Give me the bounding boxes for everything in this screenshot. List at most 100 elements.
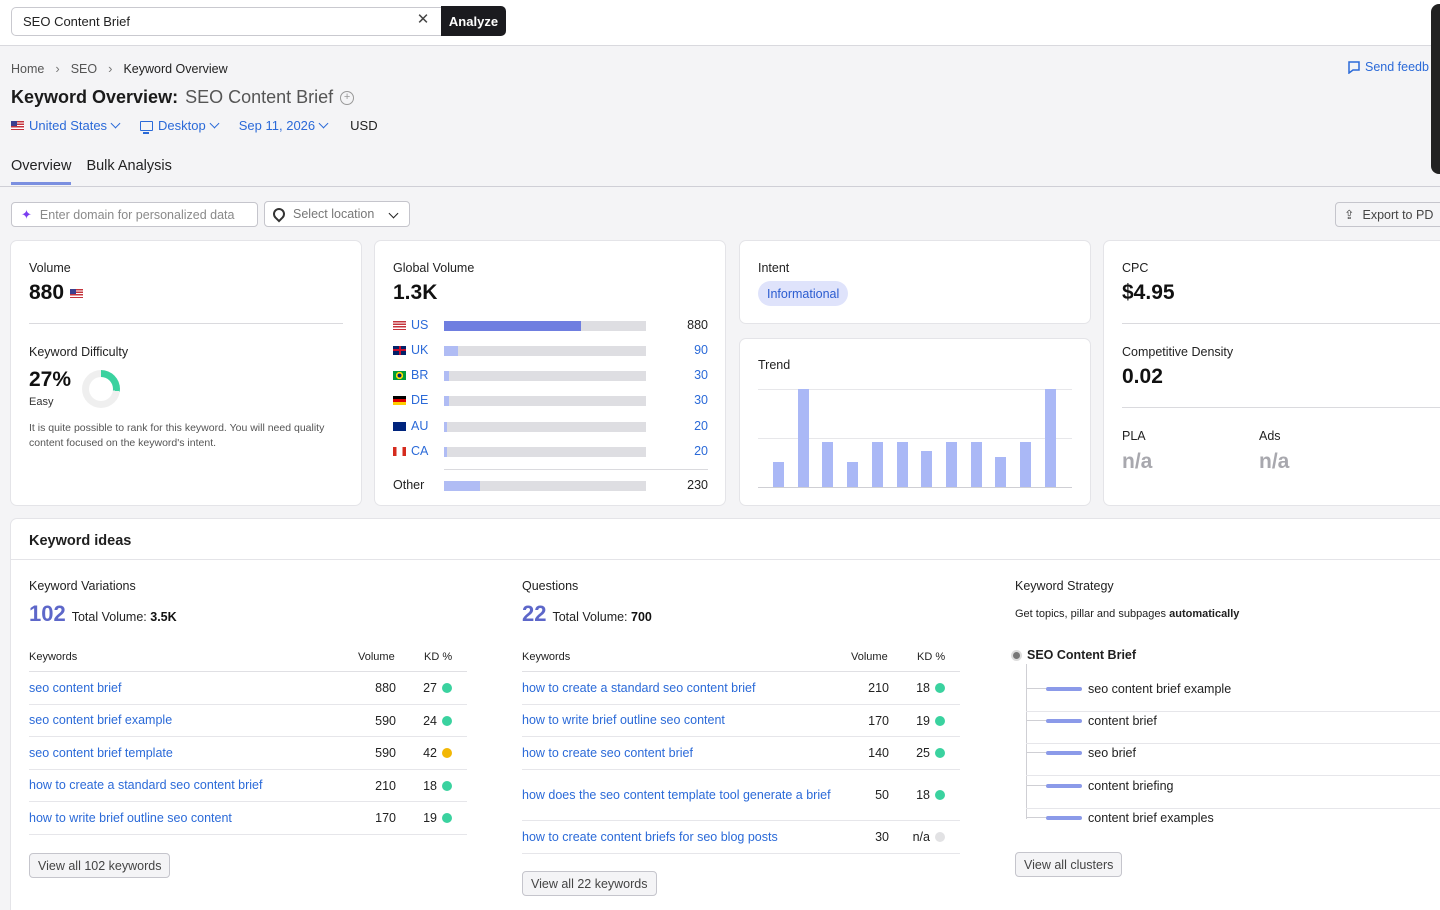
keyword-link[interactable]: how to create content briefs for seo blo… (522, 829, 778, 844)
add-to-list-icon[interactable]: + (340, 90, 355, 105)
table-row: how does the seo content template tool g… (522, 770, 960, 821)
kd-value: 27% (29, 368, 72, 391)
table-row: how to write brief outline seo content 17… (29, 802, 467, 835)
keyword-link[interactable]: how to write brief outline seo content (522, 713, 725, 727)
divider (1026, 775, 1440, 776)
cluster-bar-icon (1046, 815, 1082, 820)
axis-line (758, 487, 1072, 488)
tab-bulk-analysis[interactable]: Bulk Analysis (86, 158, 172, 174)
keyword-link[interactable]: how to create a standard seo content bri… (522, 680, 756, 695)
cluster-bar-icon (1046, 718, 1082, 723)
domain-placeholder: Enter domain for personalized data (39, 207, 235, 222)
col-header-kd[interactable]: KD % (917, 651, 946, 663)
view-all-clusters-button[interactable]: View all clusters (1015, 852, 1123, 877)
kd-indicator-dot (442, 813, 452, 823)
global-volume-row-au[interactable]: AU 20 (393, 418, 708, 434)
trend-bar[interactable] (773, 462, 784, 487)
domain-input[interactable]: ✦ Enter domain for personalized data (11, 202, 258, 227)
trend-bar[interactable] (897, 442, 908, 487)
trend-bar[interactable] (971, 442, 982, 487)
divider (522, 671, 960, 672)
questions-count[interactable]: 22 (522, 601, 547, 626)
volume-value: 880 (29, 281, 65, 304)
country-code: CA (393, 444, 443, 458)
trend-bar[interactable] (921, 451, 932, 487)
trend-bar[interactable] (995, 457, 1006, 487)
variations-summary: 102 Total Volume: 3.5K (29, 601, 177, 627)
global-volume-label: Global Volume (393, 261, 475, 275)
cluster-bar-icon (1046, 783, 1082, 788)
strategy-cluster-item[interactable]: content briefing (1026, 769, 1440, 802)
intent-label: Intent (758, 261, 790, 275)
side-panel-handle[interactable] (1431, 4, 1440, 174)
keyword-kd-value: 18 (916, 681, 930, 695)
keyword-kd: 18 (916, 788, 945, 802)
trend-card: Trend (740, 339, 1090, 505)
keyword-link[interactable]: how does the seo content template tool g… (522, 787, 831, 802)
strategy-cluster-item[interactable]: content brief examples (1026, 801, 1440, 834)
country-select[interactable]: United States (11, 118, 121, 133)
keyword-link[interactable]: seo content brief template (29, 745, 173, 760)
keyword-kd: n/a (913, 830, 945, 844)
intent-badge[interactable]: Informational (758, 281, 849, 306)
strategy-root[interactable]: SEO Content Brief (1013, 648, 1136, 662)
view-all-keywords-button[interactable]: View all 102 keywords (29, 853, 171, 878)
competitive-density-value: 0.02 (1122, 365, 1163, 388)
strategy-cluster-item[interactable]: content brief (1026, 704, 1440, 737)
trend-bar[interactable] (1020, 442, 1031, 487)
keyword-link[interactable]: how to write brief outline seo content (29, 810, 232, 825)
tree-connector (1026, 785, 1046, 786)
close-icon[interactable]: ✕ (416, 11, 430, 28)
keyword-kd: 19 (916, 714, 945, 728)
intent-card: Intent Informational (740, 241, 1090, 323)
strategy-cluster-item[interactable]: seo content brief example (1026, 672, 1440, 705)
keyword-search-input[interactable]: SEO Content Brief (11, 7, 441, 36)
global-volume-row-us[interactable]: US 880 (393, 317, 708, 333)
volume-kd-card: Volume 880 Keyword Difficulty 27% Easy I… (11, 241, 361, 505)
keyword-link[interactable]: how to create seo content brief (522, 745, 693, 760)
keyword-link[interactable]: seo content brief (29, 680, 122, 695)
ads-value: n/a (1259, 450, 1290, 473)
table-row: how to create content briefs for seo blo… (522, 821, 960, 854)
tab-overview[interactable]: Overview (11, 158, 72, 185)
country-code: AU (393, 419, 443, 433)
send-feedback-link[interactable]: Send feedb (1347, 60, 1429, 74)
analyze-button[interactable]: Analyze (441, 6, 506, 36)
date-select[interactable]: Sep 11, 2026 (239, 118, 329, 133)
global-volume-row-uk[interactable]: UK 90 (393, 342, 708, 358)
device-select[interactable]: Desktop (140, 118, 220, 134)
keyword-link[interactable]: how to create a standard seo content bri… (29, 778, 263, 792)
strategy-cluster-item[interactable]: seo brief (1026, 736, 1440, 769)
global-volume-row-de[interactable]: DE 30 (393, 392, 708, 408)
br-flag-icon (393, 370, 406, 380)
volume-share-bar (444, 346, 646, 356)
trend-bar[interactable] (1045, 389, 1056, 487)
breadcrumb-seo[interactable]: SEO (70, 61, 98, 76)
other-label: Other (393, 478, 425, 492)
variations-count[interactable]: 102 (29, 601, 66, 626)
export-label: Export to PD (1362, 207, 1434, 222)
location-select[interactable]: Select location (264, 201, 410, 227)
country-volume-value: 20 (694, 444, 708, 458)
col-header-volume[interactable]: Volume (358, 651, 395, 663)
trend-bar[interactable] (822, 442, 833, 487)
trend-bar[interactable] (798, 389, 809, 487)
export-button[interactable]: ⇪ Export to PD (1335, 202, 1440, 227)
keyword-link[interactable]: seo content brief example (29, 713, 173, 727)
col-header-volume[interactable]: Volume (851, 651, 888, 663)
kd-description: It is quite possible to rank for this ke… (29, 422, 325, 449)
col-header-kd[interactable]: KD % (424, 651, 453, 663)
global-volume-value: 1.3K (393, 281, 438, 304)
chevron-right-icon: › (55, 61, 60, 76)
trend-bar[interactable] (847, 462, 858, 487)
kd-indicator-dot (935, 748, 945, 758)
breadcrumb-home[interactable]: Home (11, 61, 45, 76)
trend-bar[interactable] (946, 442, 957, 487)
strategy-subtitle: Get topics, pillar and subpages automati… (1015, 608, 1239, 620)
global-volume-row-ca[interactable]: CA 20 (393, 443, 708, 459)
divider (29, 323, 343, 324)
view-all-questions-button[interactable]: View all 22 keywords (522, 871, 657, 896)
trend-bar[interactable] (872, 442, 883, 487)
variations-total-volume: 3.5K (150, 610, 177, 624)
global-volume-row-br[interactable]: BR 30 (393, 367, 708, 383)
